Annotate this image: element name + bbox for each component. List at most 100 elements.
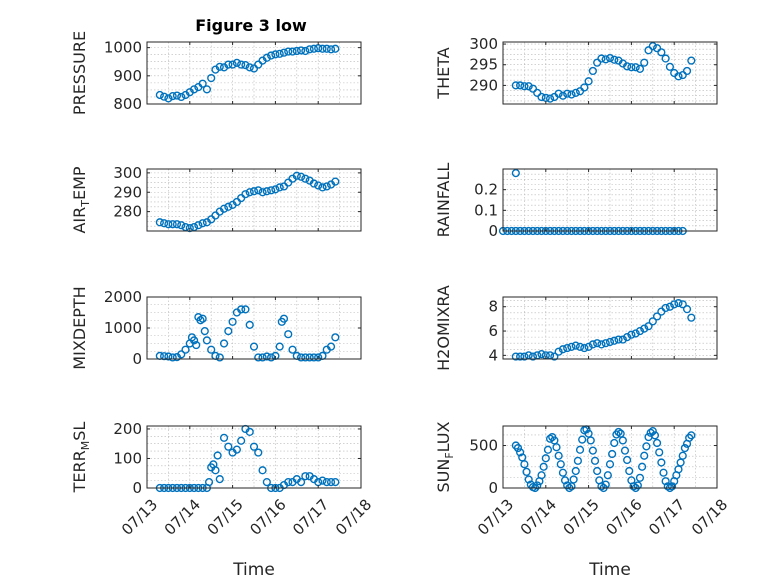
data-point [331, 333, 340, 342]
data-point [545, 94, 555, 103]
data-point [644, 322, 653, 331]
data-point [682, 66, 692, 76]
data-point [204, 477, 214, 487]
data-point [241, 190, 250, 199]
y-tick-label: 1000 [104, 319, 142, 337]
data-point [155, 90, 164, 100]
data-point [331, 177, 340, 186]
data-point [678, 300, 687, 309]
data-point [614, 427, 623, 437]
data-point [309, 44, 319, 53]
data-point [160, 219, 169, 228]
data-point [198, 219, 207, 228]
data-point [249, 187, 259, 196]
data-point [241, 305, 250, 314]
y-axis-label: PRESSURE [70, 31, 89, 115]
y-tick-label: 0.2 [474, 181, 498, 199]
data-point [586, 436, 595, 445]
data-point [663, 482, 672, 491]
data-point [601, 339, 610, 348]
data-point [627, 63, 636, 72]
data-point [597, 54, 606, 63]
data-point [674, 72, 683, 81]
y-tick-label: 8 [488, 298, 498, 316]
data-point [597, 482, 606, 491]
data-point [648, 317, 657, 326]
y-tick-label: 0.1 [474, 201, 498, 219]
data-point [680, 443, 690, 453]
data-point [254, 448, 263, 457]
y-tick-label: 800 [113, 95, 142, 113]
data-point [314, 353, 323, 362]
axes-frame [146, 168, 362, 232]
data-point [593, 466, 602, 476]
data-point [168, 92, 177, 101]
data-point [550, 352, 559, 361]
y-tick-label: 900 [113, 67, 142, 85]
data-point [177, 221, 186, 230]
data-point [224, 202, 233, 211]
data-point [241, 61, 250, 70]
data-point [194, 221, 203, 230]
data-point [318, 476, 327, 485]
data-point [292, 171, 301, 180]
data-point [160, 92, 169, 101]
data-point [657, 48, 666, 57]
figure-title: Figure 3 low [195, 16, 307, 35]
data-point [301, 46, 310, 56]
data-point [520, 82, 529, 91]
data-point [271, 50, 280, 59]
data-point [224, 327, 233, 336]
data-point [528, 352, 538, 361]
data-point [597, 340, 606, 349]
data-point [516, 352, 525, 361]
y-tick-label: 295 [469, 56, 498, 74]
data-point [215, 475, 224, 484]
data-point [237, 60, 246, 69]
y-tick-label: 1000 [104, 39, 142, 57]
y-tick-label: 200 [113, 420, 142, 438]
data-point [580, 343, 589, 353]
data-point [219, 339, 229, 348]
y-tick-label: 0 [132, 350, 142, 368]
data-point [271, 185, 280, 194]
data-point [207, 73, 216, 83]
data-point [614, 335, 623, 344]
data-point [618, 436, 627, 445]
data-point [275, 49, 284, 58]
x-axis-label: Time [588, 560, 631, 580]
data-point [160, 352, 169, 361]
data-point [558, 91, 568, 100]
data-point [537, 92, 546, 102]
data-point [655, 448, 664, 457]
data-point [224, 60, 233, 69]
y-tick-label: 300 [469, 35, 498, 53]
data-point [305, 353, 314, 362]
y-tick-label: 290 [113, 183, 142, 201]
data-point [635, 326, 645, 336]
data-point [541, 454, 550, 463]
y-tick-label: 0 [488, 222, 498, 240]
data-point [177, 350, 186, 359]
y-axis-label: H2OMIXRA [434, 285, 453, 371]
data-point [331, 477, 340, 487]
data-point [516, 81, 525, 90]
data-point [610, 336, 619, 345]
subplot-pressure: 800 900 1000 PRESSURE [70, 31, 362, 115]
data-point [610, 438, 619, 448]
data-point [318, 183, 327, 192]
x-axis-label: Time [232, 560, 275, 580]
data-point [262, 187, 271, 196]
axes-frame [146, 41, 362, 105]
data-point [296, 172, 306, 181]
data-point [155, 218, 164, 227]
data-point [258, 353, 267, 362]
y-tick-label: 500 [469, 437, 498, 455]
data-point [650, 431, 660, 440]
data-point [560, 476, 570, 485]
data-point [554, 347, 563, 356]
data-point [305, 45, 314, 54]
y-tick-label: 300 [113, 164, 142, 182]
data-point [326, 45, 336, 54]
